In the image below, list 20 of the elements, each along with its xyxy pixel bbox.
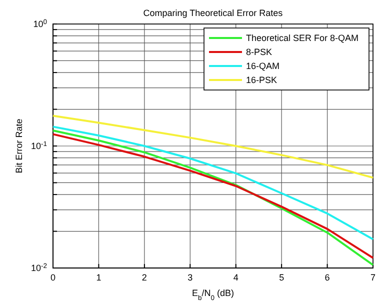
x-tick-label: 4 <box>233 272 238 282</box>
legend-label: Theoretical SER For 8-QAM <box>246 33 359 43</box>
x-tick-label: 2 <box>142 272 147 282</box>
y-tick-label: 10$^{-2}$ <box>30 262 48 273</box>
chart-title: Comparing Theoretical Error Rates <box>143 8 284 18</box>
line-series <box>52 114 374 179</box>
x-tick-label: 1 <box>96 272 102 282</box>
legend-label: 16-PSK <box>246 75 278 85</box>
x-tick-label: 0 <box>50 272 56 282</box>
legend-label: 16-QAM <box>246 61 280 71</box>
x-axis-title: E$_{b}$/N$_{0}$ (dB) <box>192 288 234 301</box>
y-axis-title: Bit Error Rate <box>14 118 24 174</box>
y-tick-label: 10$^{-1}$ <box>30 140 48 151</box>
x-tick-label: 5 <box>279 272 284 282</box>
y-tick-label: 10$^{0}$ <box>33 18 48 29</box>
line-series <box>52 126 374 240</box>
x-tick-label: 6 <box>324 272 330 282</box>
legend-label: 8-PSK <box>246 47 272 57</box>
x-tick-label: 7 <box>370 272 376 282</box>
x-tick-label: 3 <box>188 272 193 282</box>
